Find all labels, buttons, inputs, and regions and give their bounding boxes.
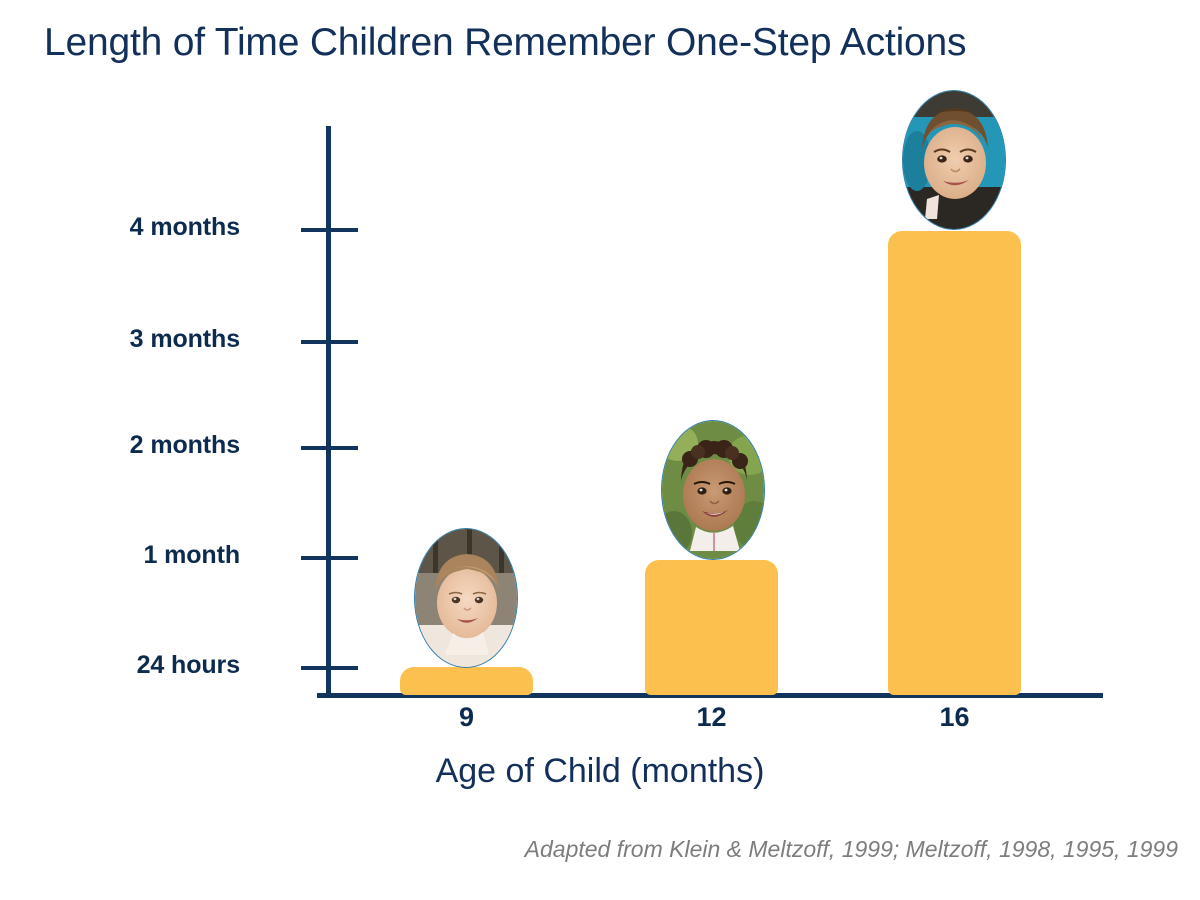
photo-image — [903, 91, 1005, 229]
x-axis-tick-label: 12 — [696, 702, 727, 732]
page-title: Length of Time Children Remember One-Ste… — [44, 21, 967, 64]
x-axis-tick-label: 9 — [458, 702, 475, 732]
baby-photo-12-months — [661, 420, 765, 560]
x-axis-tick-label: 16 — [939, 702, 970, 732]
y-axis-tick-mark — [301, 446, 358, 450]
y-axis-tick-mark — [301, 340, 358, 344]
bar-9-months[interactable] — [400, 667, 533, 695]
x-axis-line — [317, 693, 1103, 698]
bar-16-months[interactable] — [888, 231, 1021, 695]
y-axis-line — [326, 126, 331, 698]
photo-image — [662, 421, 764, 559]
y-axis-tick-mark — [301, 228, 358, 232]
y-axis-tick-label: 4 months — [129, 213, 240, 241]
y-axis-tick-mark — [301, 666, 358, 670]
y-axis-tick-label: 2 months — [129, 431, 240, 459]
bar-12-months[interactable] — [645, 560, 778, 695]
y-axis-tick-label: 24 hours — [136, 651, 241, 679]
y-axis-tick-mark — [301, 556, 358, 560]
y-axis-tick-label: 3 months — [129, 325, 240, 353]
x-axis-title: Age of Child (months) — [435, 752, 765, 790]
photo-image — [415, 529, 517, 667]
baby-photo-16-months — [902, 90, 1006, 230]
baby-photo-9-months — [414, 528, 518, 668]
source-citation: Adapted from Klein & Meltzoff, 1999; Mel… — [524, 836, 1178, 862]
y-axis-tick-label: 1 month — [143, 541, 240, 569]
